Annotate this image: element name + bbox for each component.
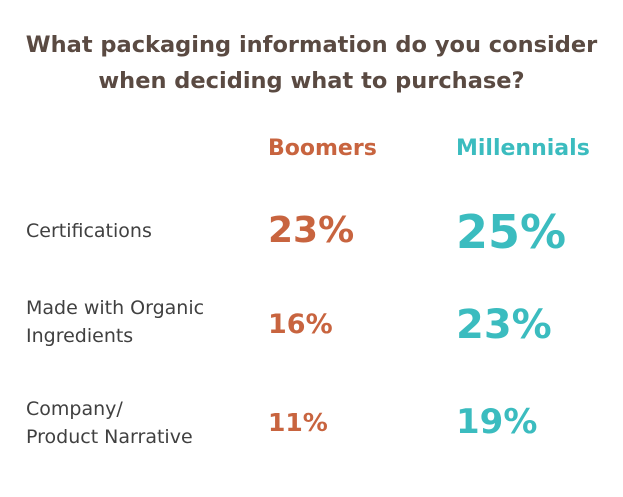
row-label-line: Product Narrative [26,426,193,448]
row-label-line: Made with Organic [26,297,205,319]
column-header-millennials: Millennials [456,136,590,161]
row-label-company-narrative: Company/ Product Narrative [26,395,193,451]
row-label-line: Certifications [26,220,152,242]
millennials-value-organic-ingredients: 23% [456,302,552,348]
boomers-value-company-narrative: 11% [268,408,328,437]
boomers-value-organic-ingredients: 16% [268,309,333,340]
row-label-certifications: Certifications [26,217,152,245]
chart-title-line-1: What packaging information do you consid… [25,32,598,58]
millennials-value-certifications: 25% [456,205,567,259]
boomers-value-certifications: 23% [268,210,355,251]
row-label-line: Company/ [26,398,123,420]
chart-title: What packaging information do you consid… [0,27,623,99]
row-label-organic-ingredients: Made with Organic Ingredients [26,294,204,350]
chart-title-line-2: when deciding what to purchase? [98,68,525,94]
millennials-value-company-narrative: 19% [456,402,538,442]
row-label-line: Ingredients [26,325,134,347]
column-header-boomers: Boomers [268,136,377,161]
